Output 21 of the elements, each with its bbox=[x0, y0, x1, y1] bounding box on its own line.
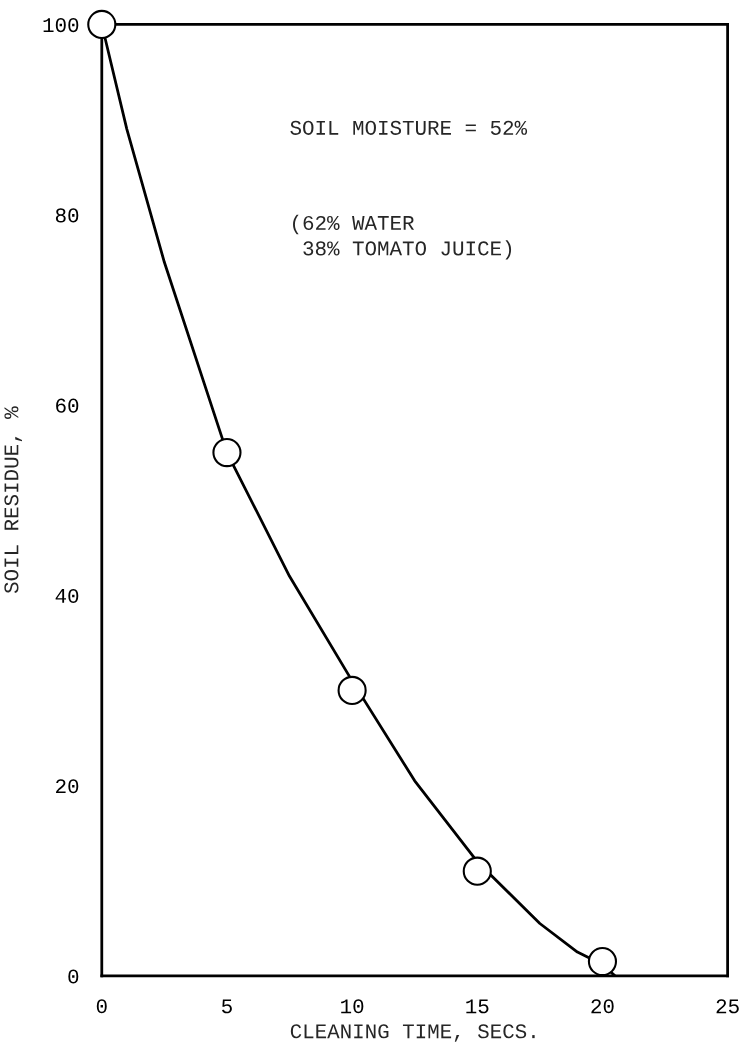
y-tick-label: 40 bbox=[55, 588, 79, 604]
x-tick-label: 5 bbox=[222, 999, 232, 1014]
y-tick-label: 0 bbox=[68, 969, 79, 984]
y-tick-label: 60 bbox=[56, 398, 79, 413]
x-tick-label: 25 bbox=[716, 999, 739, 1014]
y-tick-label: 20 bbox=[56, 779, 79, 794]
x-tick-label: 0 bbox=[96, 999, 107, 1014]
y-tick-label: 100 bbox=[43, 18, 79, 33]
y-axis-title: SOIL RESIDUE, % bbox=[4, 406, 22, 594]
point bbox=[462, 856, 492, 886]
y-tick-label: 80 bbox=[55, 208, 79, 223]
x-tick-label: 10 bbox=[341, 999, 364, 1014]
annotation: SOIL MOISTURE = 52% bbox=[290, 120, 528, 135]
point bbox=[587, 946, 618, 977]
x-tick-label: 15 bbox=[466, 999, 489, 1014]
point bbox=[212, 438, 242, 468]
point bbox=[87, 9, 117, 40]
x-tick-label: 20 bbox=[591, 999, 614, 1014]
annotation: (62% WATER 38% TOMATO JUICE) bbox=[293, 214, 512, 260]
x-axis-title: CLEANING TIME, SECS. bbox=[290, 1024, 535, 1042]
point bbox=[337, 675, 367, 705]
